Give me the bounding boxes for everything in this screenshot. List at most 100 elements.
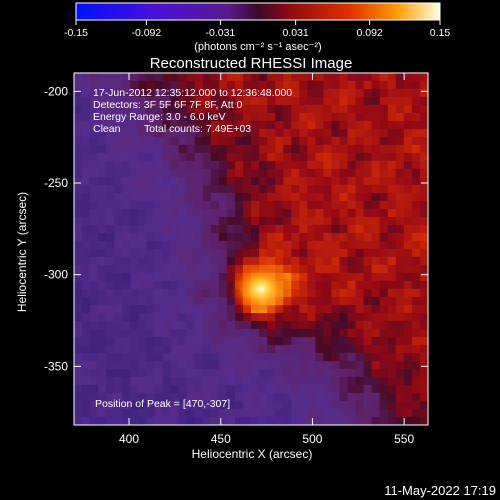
image-pixel <box>130 329 139 338</box>
image-pixel <box>218 185 228 194</box>
image-pixel <box>186 105 196 114</box>
image-pixel <box>186 401 196 410</box>
image-pixel <box>307 409 316 418</box>
image-pixel <box>114 201 123 210</box>
image-pixel <box>178 185 188 194</box>
image-pixel <box>347 361 356 370</box>
image-pixel <box>162 193 171 202</box>
image-pixel <box>146 225 155 234</box>
image-pixel <box>299 281 308 290</box>
image-pixel <box>114 369 123 378</box>
image-pixel <box>170 201 179 210</box>
image-pixel <box>395 121 405 130</box>
image-pixel <box>411 249 421 258</box>
image-pixel <box>114 265 123 274</box>
image-pixel <box>299 145 308 154</box>
image-pixel <box>90 337 99 346</box>
image-pixel <box>138 361 147 370</box>
image-pixel <box>419 353 428 362</box>
image-pixel <box>363 401 373 410</box>
image-pixel <box>98 369 107 378</box>
image-pixel <box>371 329 381 338</box>
image-pixel <box>315 273 324 282</box>
image-pixel <box>242 233 252 242</box>
image-pixel <box>387 153 397 162</box>
image-pixel <box>291 297 300 306</box>
image-pixel <box>299 121 308 130</box>
image-pixel <box>114 169 123 178</box>
image-pixel <box>251 249 260 258</box>
image-pixel <box>411 409 421 418</box>
image-pixel <box>162 417 171 425</box>
image-pixel <box>146 257 155 266</box>
image-pixel <box>387 345 397 354</box>
image-pixel <box>186 257 196 266</box>
image-pixel <box>339 249 348 258</box>
image-pixel <box>114 273 123 282</box>
image-pixel <box>291 345 300 354</box>
image-pixel <box>82 353 91 362</box>
image-pixel <box>154 209 163 218</box>
image-pixel <box>90 145 99 154</box>
image-pixel <box>387 353 397 362</box>
image-pixel <box>347 337 356 346</box>
image-pixel <box>242 369 252 378</box>
image-pixel <box>307 337 316 346</box>
image-pixel <box>74 313 83 322</box>
image-pixel <box>411 233 421 242</box>
image-pixel <box>234 201 244 210</box>
image-pixel <box>347 145 356 154</box>
image-pixel <box>162 361 171 370</box>
image-pixel <box>323 409 332 418</box>
image-pixel <box>234 169 244 178</box>
image-pixel <box>122 129 131 138</box>
image-pixel <box>138 209 147 218</box>
image-pixel <box>106 281 115 290</box>
image-pixel <box>162 353 171 362</box>
image-pixel <box>194 361 204 370</box>
image-pixel <box>194 113 204 122</box>
image-pixel <box>371 81 381 90</box>
image-pixel <box>130 129 139 138</box>
image-pixel <box>170 129 179 138</box>
image-pixel <box>323 105 332 114</box>
image-pixel <box>178 313 188 322</box>
plot-frame <box>73 72 429 426</box>
image-pixel <box>130 177 139 186</box>
image-pixel <box>178 353 188 362</box>
image-pixel <box>210 377 220 386</box>
image-pixel <box>347 161 356 170</box>
image-pixel <box>331 273 340 282</box>
image-pixel <box>242 193 252 202</box>
image-pixel <box>411 169 421 178</box>
image-pixel <box>379 105 389 114</box>
image-pixel <box>299 369 308 378</box>
image-pixel <box>170 385 179 394</box>
colorbar-tick-label: 0.031 <box>282 27 308 39</box>
image-pixel <box>395 257 405 266</box>
image-pixel <box>339 113 348 122</box>
image-pixel <box>194 97 204 106</box>
image-pixel <box>74 345 83 354</box>
image-pixel <box>251 185 260 194</box>
image-pixel <box>162 329 171 338</box>
image-pixel <box>347 97 356 106</box>
image-pixel <box>371 401 381 410</box>
image-pixel <box>299 417 308 425</box>
image-pixel <box>379 73 389 82</box>
image-pixel <box>299 337 308 346</box>
image-pixel <box>202 89 212 98</box>
image-pixel <box>242 145 252 154</box>
image-pixel <box>267 129 276 138</box>
image-pixel <box>411 377 421 386</box>
image-pixel <box>122 321 131 330</box>
image-pixel <box>291 321 300 330</box>
image-pixel <box>130 153 139 162</box>
image-pixel <box>202 137 212 146</box>
image-pixel <box>90 89 99 98</box>
image-pixel <box>283 81 292 90</box>
image-pixel <box>98 281 107 290</box>
image-pixel <box>363 145 373 154</box>
image-pixel <box>403 105 413 114</box>
image-pixel <box>74 97 83 106</box>
